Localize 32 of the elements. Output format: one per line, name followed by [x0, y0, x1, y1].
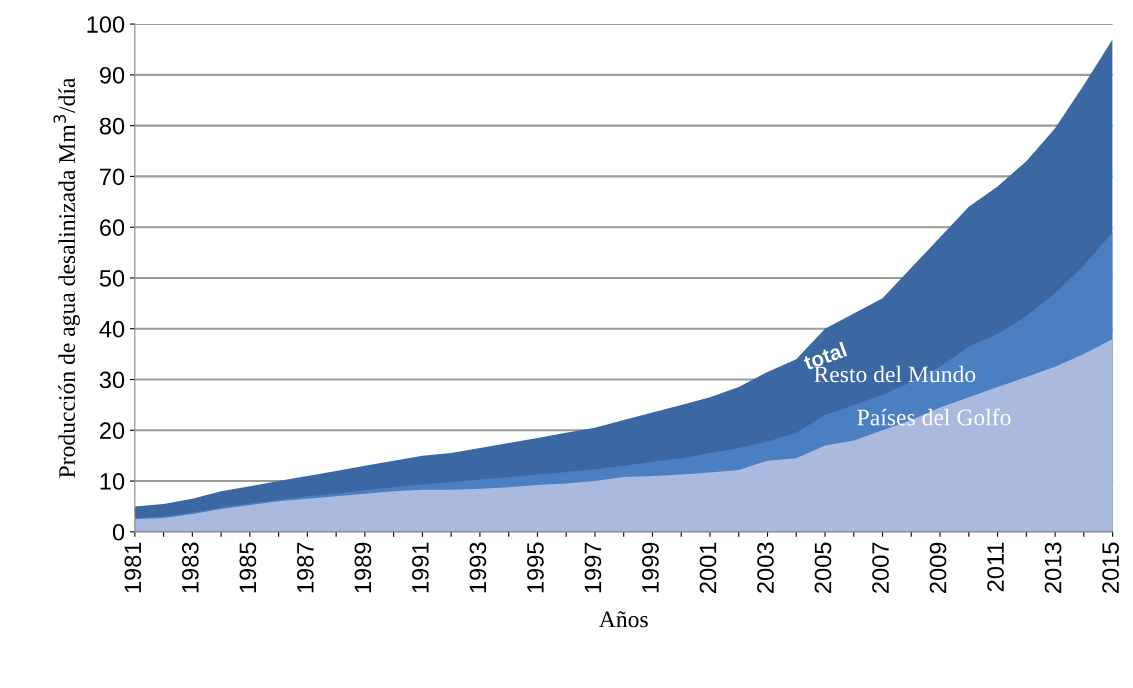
- x-tick-label: 1981: [124, 542, 142, 593]
- y-tick-label: 30: [99, 371, 125, 389]
- series-label: Países del Golfo: [857, 408, 1011, 426]
- x-tick-label: 1985: [239, 542, 257, 593]
- y-tick-label: 20: [100, 422, 125, 440]
- y-tick-label: 100: [87, 16, 125, 33]
- x-tick-label: 1991: [412, 542, 429, 593]
- y-axis-title: Producción de agua desalinizada Mm$^{3}$/día: [53, 77, 80, 478]
- x-tick-label: 1993: [469, 542, 487, 593]
- x-tick-label: 2005: [814, 542, 832, 593]
- x-tick-label: 1999: [642, 542, 659, 593]
- x-axis-title: Años: [599, 611, 648, 628]
- y-tick-label: 0: [112, 523, 125, 541]
- x-tick-label: 2003: [757, 542, 774, 593]
- y-tick-label: 10: [100, 473, 125, 490]
- y-tick-label: 90: [99, 66, 125, 84]
- x-tick-label: 2001: [699, 542, 717, 593]
- x-tick-label: 2013: [1044, 542, 1062, 593]
- x-tick-label: 2009: [929, 542, 947, 593]
- x-tick-label: 1989: [354, 542, 372, 593]
- x-tick-label: 2007: [872, 542, 889, 593]
- y-tick-label: 80: [99, 117, 125, 135]
- x-tick-label: 1983: [181, 542, 199, 593]
- x-tick-label: 1987: [296, 542, 314, 593]
- x-tick-label: 1997: [584, 542, 602, 593]
- x-tick-label: 2015: [1102, 542, 1119, 593]
- y-tick-label: 50: [99, 270, 125, 287]
- y-tick-label: 70: [100, 168, 125, 186]
- y-tick-label: 60: [100, 219, 125, 236]
- x-tick-label: 2011: [987, 542, 1004, 592]
- x-tick-label: 1995: [527, 542, 544, 593]
- y-tick-label: 40: [99, 320, 125, 338]
